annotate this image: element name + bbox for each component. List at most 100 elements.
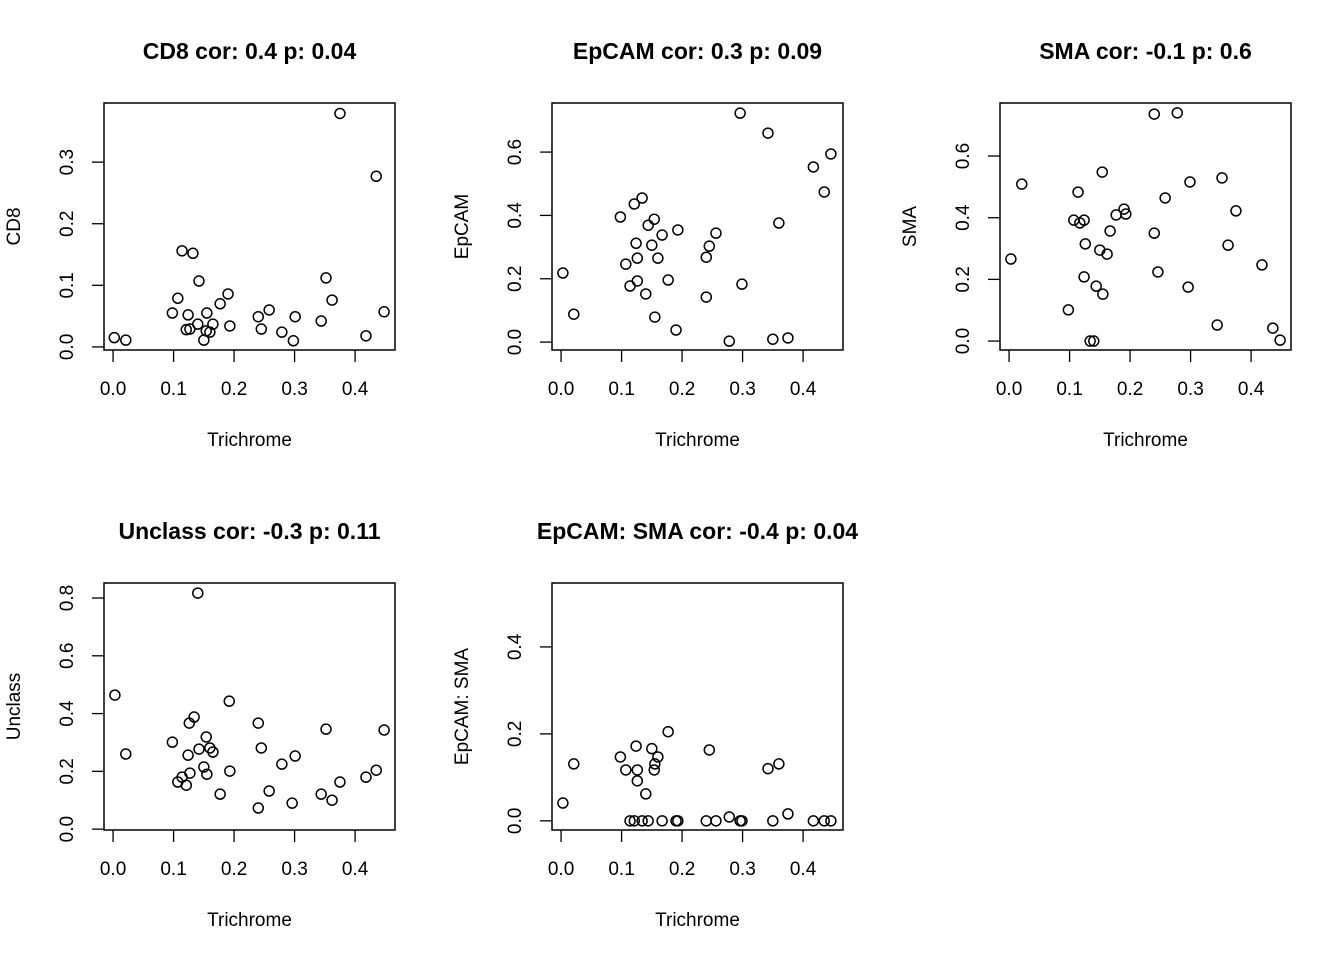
point	[807, 161, 820, 173]
point	[1184, 176, 1196, 188]
point	[255, 742, 268, 754]
point	[631, 775, 644, 787]
point	[320, 272, 332, 284]
point	[557, 267, 569, 279]
point	[166, 307, 179, 319]
point	[1118, 203, 1130, 215]
chart-title: EpCAM cor: 0.3 p: 0.09	[573, 38, 822, 64]
point	[640, 288, 652, 300]
point	[320, 723, 332, 735]
point	[224, 765, 236, 777]
point	[628, 815, 641, 827]
point	[192, 587, 204, 599]
x-tick-label: 0.0	[996, 379, 1022, 400]
y-axis-label: EpCAM: SMA	[452, 648, 473, 766]
point	[782, 332, 794, 344]
y-tick-label: 0.0	[57, 816, 78, 842]
point	[631, 252, 644, 264]
plot-frame	[103, 102, 396, 351]
point	[276, 758, 288, 770]
point	[120, 748, 132, 760]
point	[662, 274, 674, 286]
point	[656, 229, 668, 241]
point	[192, 318, 204, 330]
point	[182, 749, 194, 761]
point	[652, 751, 664, 763]
point	[193, 275, 205, 287]
point	[672, 815, 684, 827]
point	[1078, 214, 1090, 226]
point	[649, 311, 661, 323]
point	[315, 788, 327, 800]
point	[1152, 266, 1164, 278]
point	[1068, 214, 1080, 226]
point	[187, 247, 199, 260]
point	[656, 815, 668, 827]
x-tick-label: 0.4	[342, 379, 369, 400]
point	[193, 743, 205, 755]
point	[214, 298, 226, 310]
plot-frame	[999, 102, 1292, 351]
point	[326, 794, 338, 806]
point	[370, 170, 382, 183]
x-tick-label: 0.1	[160, 379, 186, 400]
point	[289, 750, 301, 762]
x-axis-label: Trichrome	[1103, 430, 1188, 451]
point	[214, 788, 226, 800]
chart-title: Unclass cor: -0.3 p: 0.11	[118, 518, 380, 544]
point	[1148, 227, 1161, 239]
point	[568, 758, 580, 770]
point	[1104, 225, 1116, 237]
point	[648, 764, 660, 776]
y-tick-label: 0.4	[505, 202, 526, 229]
point	[188, 711, 200, 723]
point	[1101, 248, 1113, 260]
plot-frame	[103, 582, 396, 831]
point	[736, 815, 748, 827]
point	[710, 815, 722, 827]
point	[762, 127, 774, 139]
point	[1062, 304, 1075, 316]
point	[360, 330, 372, 342]
point	[631, 764, 644, 776]
plot-frame	[551, 102, 844, 351]
point	[1148, 108, 1161, 120]
y-tick-label: 0.0	[953, 328, 974, 354]
point	[252, 310, 265, 323]
point	[649, 758, 661, 770]
point	[315, 315, 327, 327]
x-tick-label: 0.4	[342, 859, 369, 880]
y-tick-label: 0.6	[505, 139, 526, 165]
point	[630, 740, 642, 752]
point	[1182, 281, 1194, 293]
y-axis-label: EpCAM	[452, 194, 473, 259]
point	[620, 258, 632, 270]
x-tick-label: 0.2	[669, 379, 695, 400]
point	[1090, 280, 1102, 292]
point	[773, 758, 785, 770]
x-tick-label: 0.0	[548, 859, 574, 880]
x-tick-label: 0.3	[729, 859, 755, 880]
y-tick-label: 0.4	[505, 633, 526, 660]
point	[767, 815, 779, 827]
point	[276, 326, 288, 338]
y-tick-label: 0.0	[57, 334, 78, 360]
point	[1211, 319, 1223, 331]
y-tick-label: 0.2	[505, 721, 526, 747]
point	[662, 725, 674, 738]
y-axis-label: CD8	[4, 207, 25, 245]
y-tick-label: 0.2	[505, 266, 526, 292]
point	[289, 310, 301, 323]
point	[166, 736, 179, 748]
point	[1096, 166, 1108, 178]
point	[198, 761, 210, 773]
point	[224, 320, 236, 332]
y-tick-label: 0.2	[953, 266, 974, 292]
chart-title: SMA cor: -0.1 p: 0.6	[1039, 38, 1252, 64]
x-tick-label: 0.3	[281, 379, 307, 400]
point	[736, 278, 748, 290]
point	[201, 768, 213, 780]
y-tick-label: 0.6	[953, 143, 974, 169]
point	[672, 224, 684, 236]
point	[1005, 253, 1017, 265]
